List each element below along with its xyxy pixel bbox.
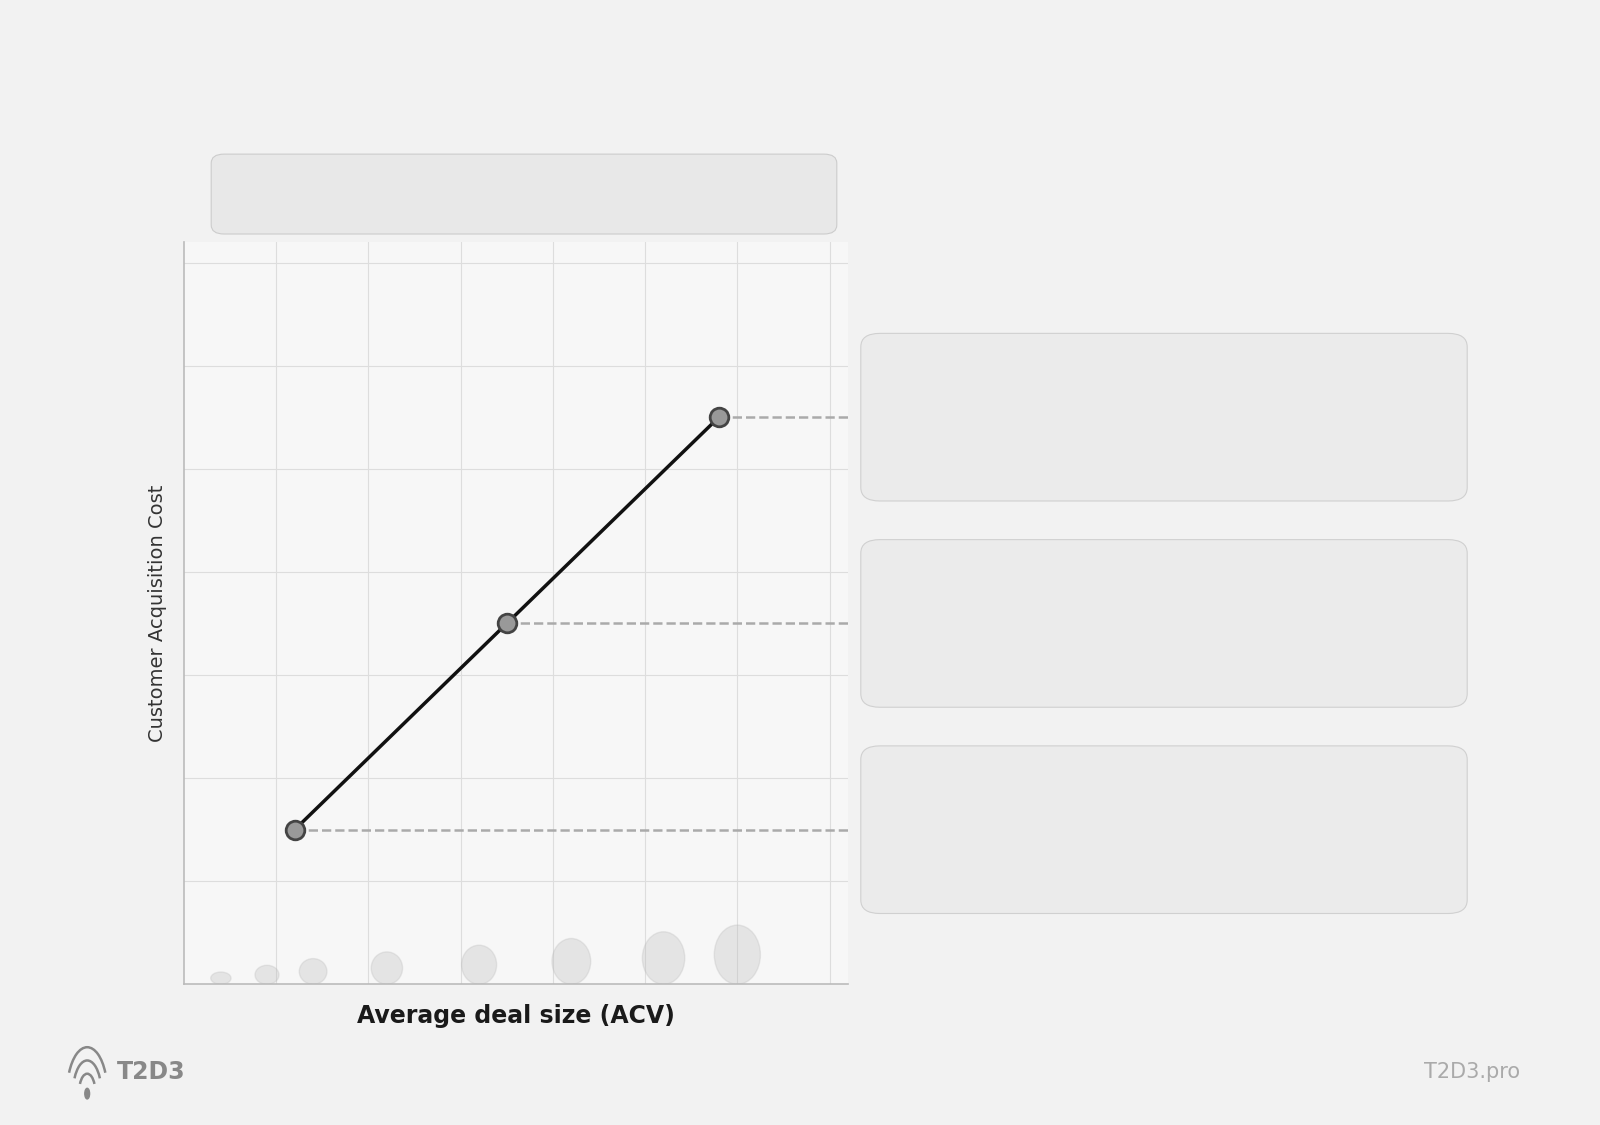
- Text: Hunting: Hunting: [680, 184, 752, 202]
- Ellipse shape: [211, 972, 230, 984]
- Point: [282, 821, 307, 839]
- Ellipse shape: [461, 945, 496, 984]
- Ellipse shape: [714, 925, 760, 984]
- Ellipse shape: [299, 958, 326, 984]
- X-axis label: Average deal size (ACV): Average deal size (ACV): [357, 1004, 675, 1028]
- Circle shape: [85, 1088, 90, 1099]
- Text: Farming: Farming: [488, 184, 560, 202]
- Ellipse shape: [642, 932, 685, 984]
- Text: Gathering: Gathering: [286, 184, 378, 202]
- Text: • $100ARR: 10,000 customers @ $10k: • $100ARR: 10,000 customers @ $10k: [909, 645, 1189, 664]
- Text: Sales-led growth: Sales-led growth: [909, 382, 1088, 402]
- Text: T2D3: T2D3: [117, 1060, 186, 1084]
- Text: >: >: [614, 187, 626, 201]
- Text: • $100ARR: 1,000 customers @ $100k: • $100ARR: 1,000 customers @ $100k: [909, 439, 1189, 458]
- Ellipse shape: [371, 952, 403, 984]
- Point: [494, 614, 520, 632]
- Text: >: >: [422, 187, 434, 201]
- Text: T2D3.pro: T2D3.pro: [1424, 1062, 1520, 1082]
- Text: Marketing & service-led: Marketing & service-led: [909, 588, 1162, 608]
- Ellipse shape: [552, 938, 590, 984]
- Text: • $100ARR: 100,000 customers @ $1k: • $100ARR: 100,000 customers @ $1k: [909, 852, 1189, 870]
- Point: [706, 408, 731, 426]
- Ellipse shape: [254, 965, 278, 984]
- Text: Product-led growth: Product-led growth: [909, 795, 1114, 813]
- Y-axis label: Customer Acquisition Cost: Customer Acquisition Cost: [149, 485, 168, 741]
